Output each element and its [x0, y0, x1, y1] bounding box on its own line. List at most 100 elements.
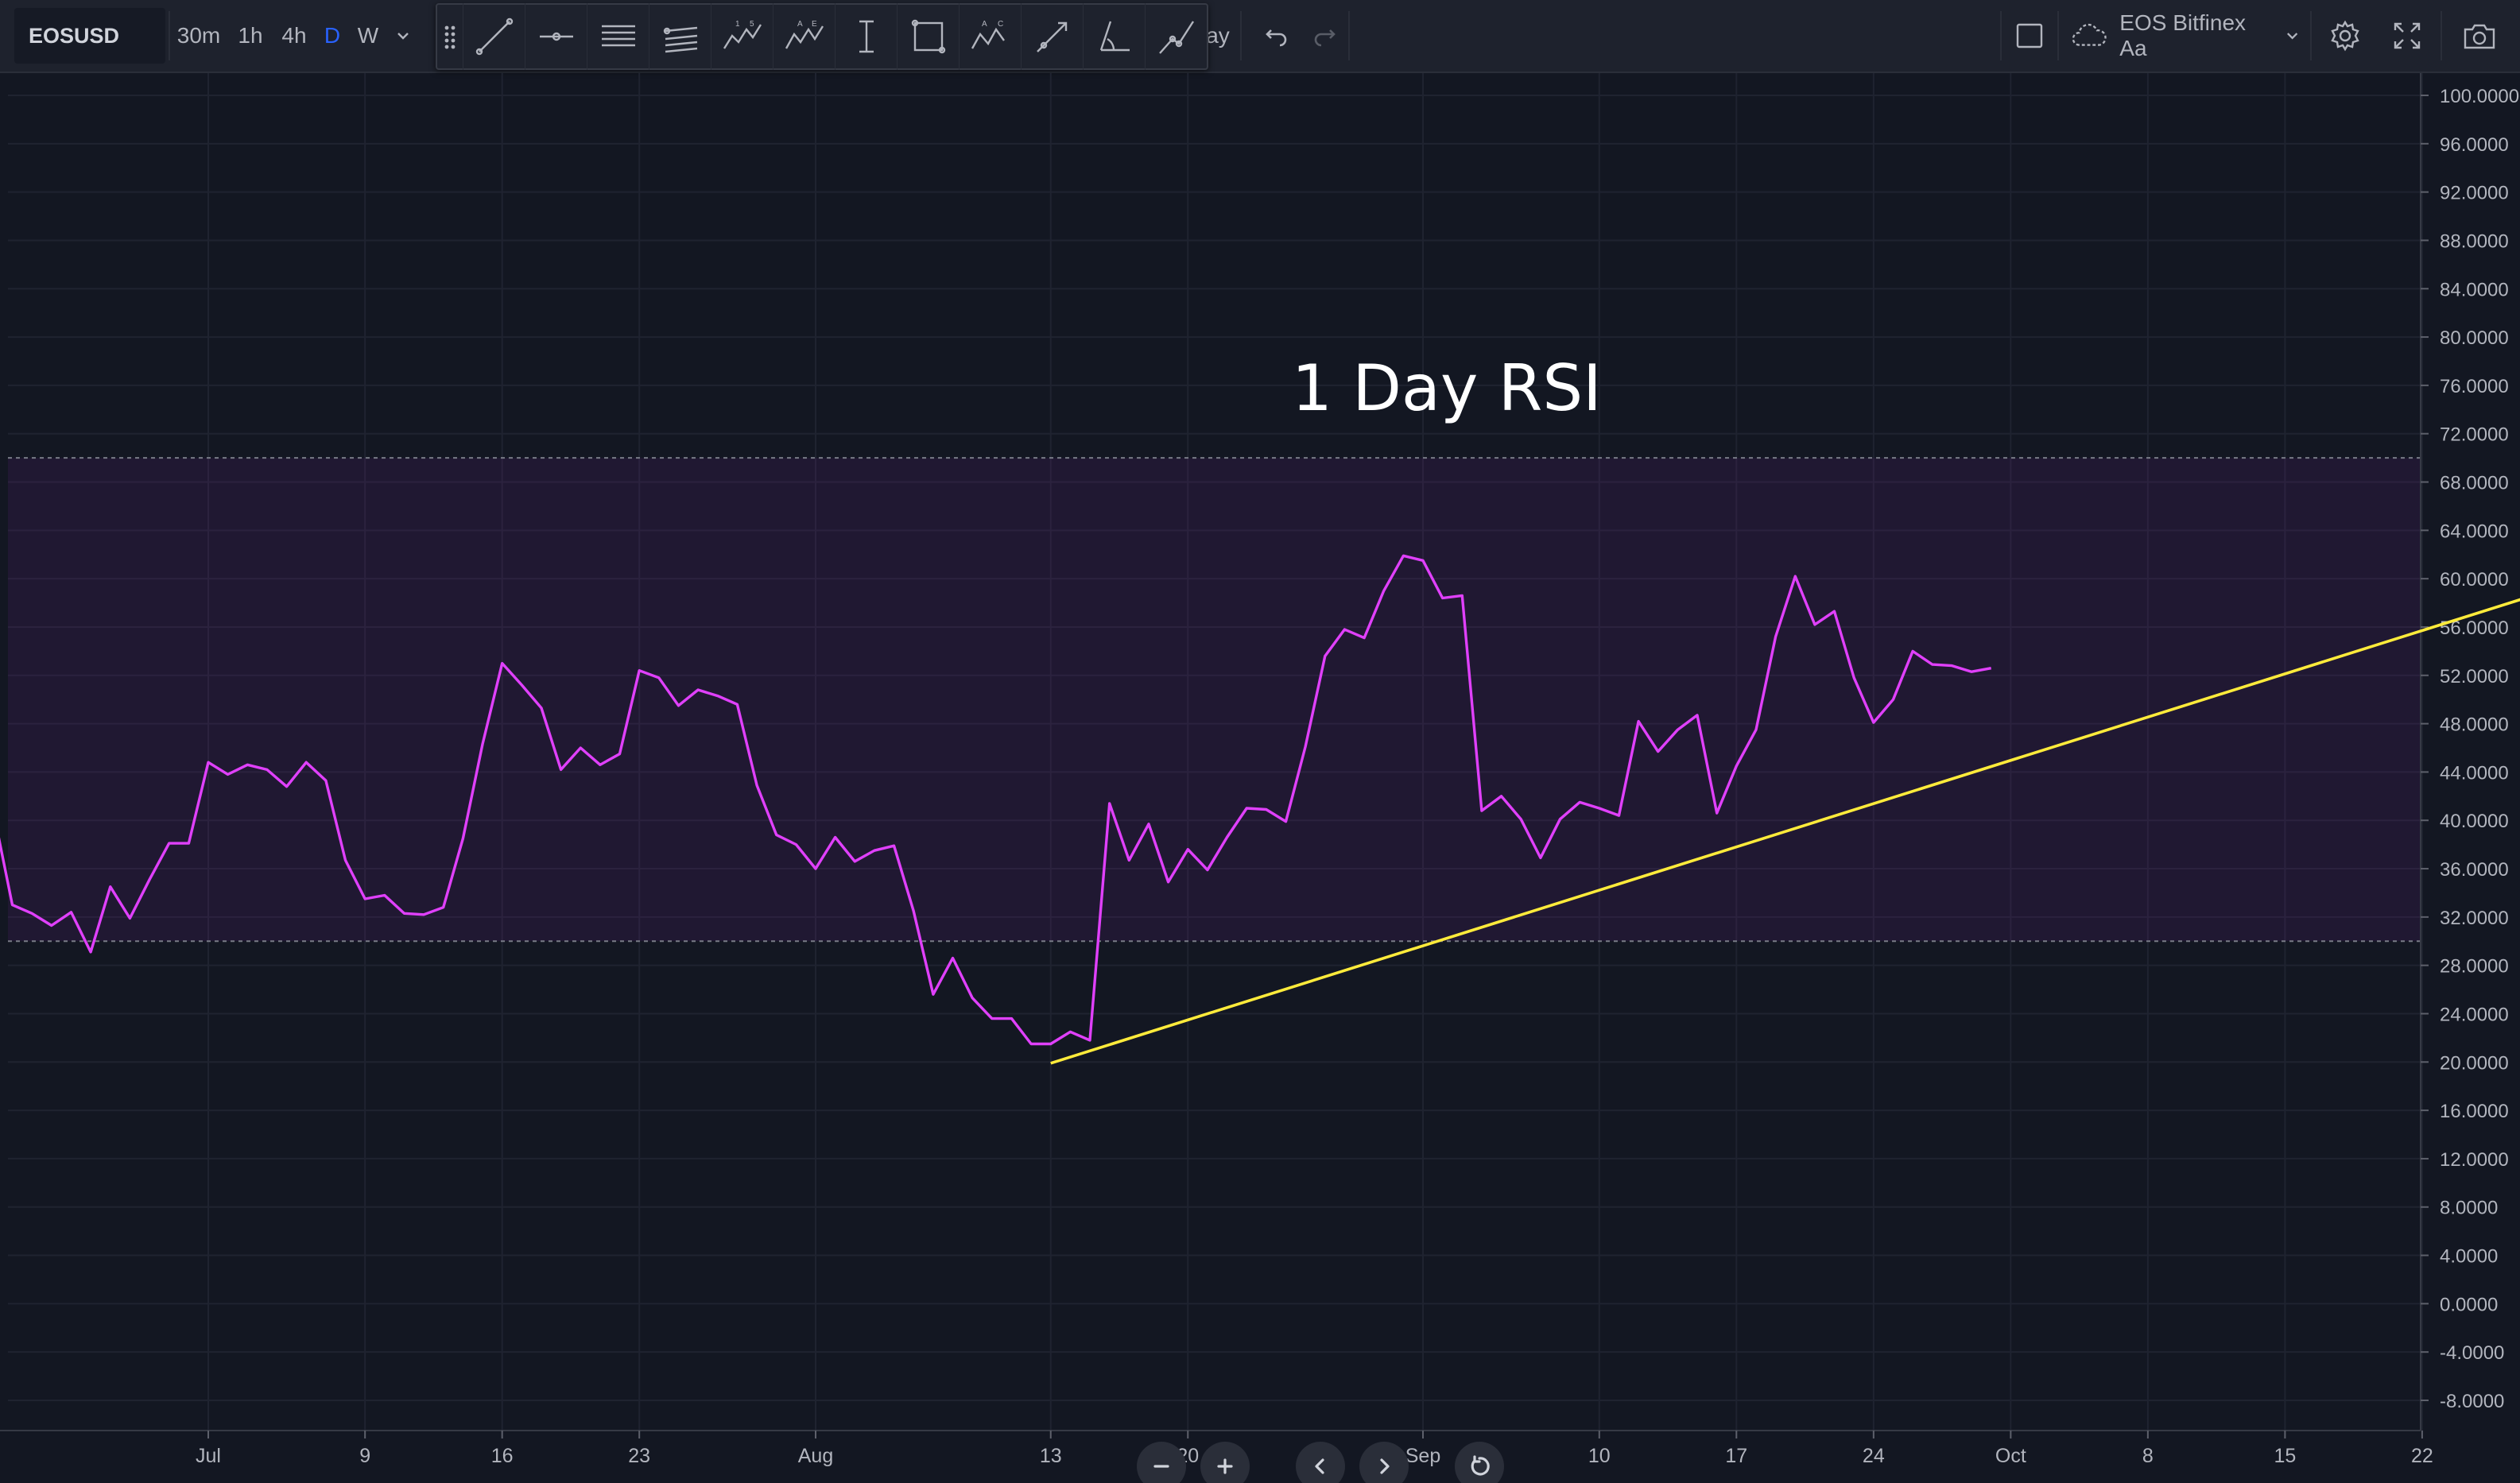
y-tick-label: 16.0000	[2440, 1101, 2509, 1122]
svg-text:C: C	[998, 20, 1003, 29]
path-tool[interactable]	[1145, 3, 1207, 70]
undo-icon	[1266, 29, 1287, 47]
trend-line-tool[interactable]	[463, 3, 525, 70]
datasource-label: EOS Bitfinex Aa	[2119, 10, 2247, 60]
x-axis-labels: Jul91623Aug1320Sep101724Oct81522Nov	[196, 1431, 2433, 1467]
scroll-left-button[interactable]	[1296, 1442, 1345, 1483]
y-tick-label: 64.0000	[2440, 521, 2509, 542]
y-tick-label: 68.0000	[2440, 473, 2509, 494]
x-tick-label: 23	[628, 1445, 650, 1467]
y-tick-label: 48.0000	[2440, 714, 2509, 736]
reset-icon	[1471, 1455, 1490, 1476]
y-tick-label: 96.0000	[2440, 134, 2509, 156]
chart-area[interactable]: 100.0000 96.0000 92.0000 88.0000 84.0000 80.0…	[0, 73, 2520, 1483]
date-range-tool[interactable]	[835, 3, 897, 70]
snapshot-button[interactable]	[2452, 0, 2507, 72]
y-tick-label: 8.0000	[2440, 1198, 2498, 1219]
camera-icon	[2464, 24, 2495, 49]
chart-title: 1 Day RSI	[1292, 351, 1602, 425]
pitchfork-icon	[601, 25, 635, 47]
horizontal-ray-tool[interactable]	[525, 3, 587, 70]
gear-icon	[2331, 20, 2359, 52]
fib-channel-icon	[663, 26, 697, 53]
rectangle-tool[interactable]	[897, 3, 959, 70]
toolbar-divider	[2441, 11, 2442, 60]
x-tick-label: 15	[2274, 1445, 2296, 1467]
trend-line-icon	[475, 17, 513, 56]
y-tick-label: 24.0000	[2440, 1004, 2509, 1025]
y-tick-label: 80.0000	[2440, 327, 2509, 349]
reset-chart-button[interactable]	[1455, 1442, 1504, 1483]
fullscreen-button[interactable]	[2383, 0, 2431, 72]
x-tick-label: 13	[1040, 1445, 1062, 1467]
fib-channel-tool[interactable]	[649, 3, 711, 70]
y-tick-label: 0.0000	[2440, 1294, 2498, 1315]
y-tick-label: 36.0000	[2440, 859, 2509, 881]
toolbar-divider	[2000, 11, 2002, 60]
chevron-down-icon	[397, 33, 409, 40]
svg-text:5: 5	[750, 20, 754, 29]
timeframe-dropdown-button[interactable]	[390, 0, 417, 72]
nav-spacer	[1423, 1442, 1440, 1483]
timeframe-w-button[interactable]: W	[350, 0, 386, 72]
arrow-tool[interactable]	[1021, 3, 1083, 70]
y-axis-labels: 100.0000 96.0000 92.0000 88.0000 84.0000 80.0…	[2421, 86, 2519, 1412]
svg-text:A: A	[797, 20, 803, 29]
x-tick-label: Oct	[1995, 1445, 2026, 1467]
timeframe-d-button[interactable]: D	[318, 0, 347, 72]
x-tick-label: 17	[1725, 1445, 1747, 1467]
nav-spacer	[1264, 1442, 1281, 1483]
chevron-right-icon	[1380, 1458, 1390, 1474]
zoom-in-button[interactable]	[1200, 1442, 1250, 1483]
rectangle-icon	[911, 19, 945, 54]
x-tick-label: 10	[1588, 1445, 1611, 1467]
chart-nav-controls	[1137, 1442, 1504, 1483]
symbol-search-button[interactable]: EOSUSD	[14, 8, 165, 64]
x-tick-label: 8	[2142, 1445, 2154, 1467]
toolbar-divider	[2057, 11, 2059, 60]
toolbar-divider	[169, 11, 170, 60]
toolbar-divider	[1348, 11, 1350, 60]
chevron-left-icon	[1315, 1458, 1324, 1474]
timeframe-label: 30m	[176, 23, 221, 48]
square-icon	[2016, 23, 2043, 48]
datasource-button[interactable]: EOS Bitfinex Aa	[2070, 0, 2301, 72]
y-tick-label: 72.0000	[2440, 424, 2509, 446]
y-tick-label: 12.0000	[2440, 1149, 2509, 1171]
toolbar-divider	[1240, 11, 1242, 60]
angle-icon	[1099, 21, 1130, 52]
rsi-chart[interactable]: 100.000096.000092.000088.000084.000080.0…	[0, 73, 2520, 1483]
y-tick-label: 28.0000	[2440, 956, 2509, 978]
x-tick-label: 22	[2411, 1445, 2433, 1467]
fullscreen-icon	[2394, 22, 2421, 49]
hidden-toolbar-label[interactable]: ay	[1200, 0, 1235, 72]
angle-tool[interactable]	[1083, 3, 1145, 70]
timeframe-1h-button[interactable]: 1h	[231, 0, 270, 72]
scroll-right-button[interactable]	[1359, 1442, 1409, 1483]
timeframe-label: 1h	[238, 23, 263, 48]
trendline[interactable]	[1050, 581, 2520, 1065]
symbol-label: EOSUSD	[29, 23, 120, 48]
timeframe-4h-button[interactable]: 4h	[274, 0, 314, 72]
drag-handle[interactable]	[437, 5, 463, 68]
timeframe-label: W	[357, 23, 379, 48]
compare-button[interactable]	[2010, 0, 2049, 72]
y-tick-label: 100.0000	[2440, 86, 2519, 107]
y-tick-label: -4.0000	[2440, 1342, 2504, 1364]
timeframe-30m-button[interactable]: 30m	[175, 0, 223, 72]
redo-icon	[1314, 29, 1336, 47]
zoom-out-button[interactable]	[1137, 1442, 1186, 1483]
date-range-icon	[859, 20, 874, 53]
pitchfork-tool[interactable]	[587, 3, 649, 70]
y-tick-label: 32.0000	[2440, 908, 2509, 929]
undo-button[interactable]	[1253, 0, 1301, 72]
y-tick-label: 20.0000	[2440, 1052, 2509, 1074]
redo-button[interactable]	[1301, 0, 1348, 72]
settings-button[interactable]	[2321, 0, 2369, 72]
